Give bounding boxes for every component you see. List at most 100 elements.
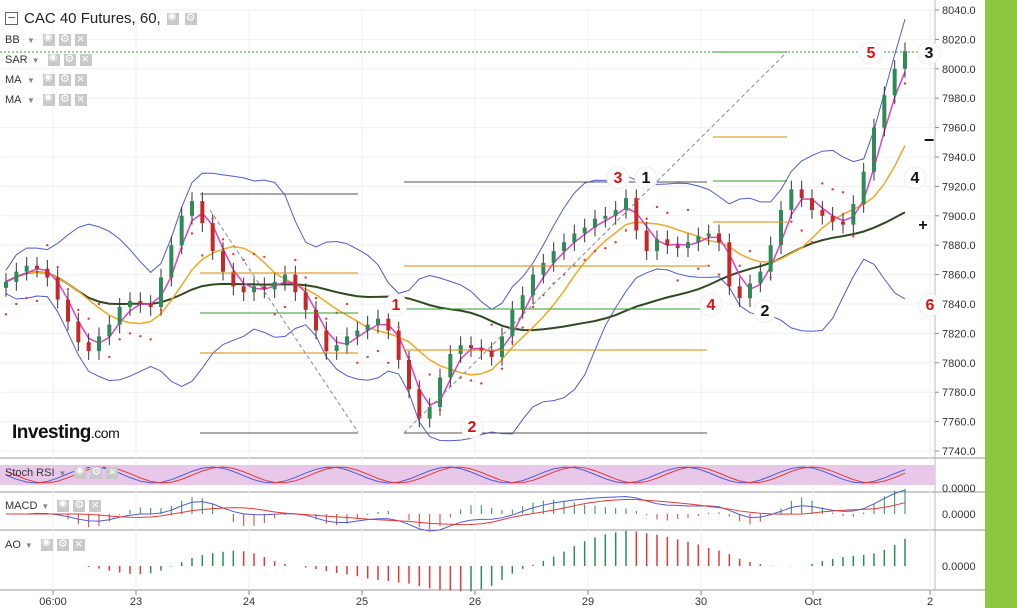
candle-body xyxy=(241,286,246,293)
close-icon[interactable] xyxy=(74,31,87,46)
price-tick-label: 7820.0 xyxy=(942,328,976,340)
price-tick-label: 7740.0 xyxy=(942,446,976,458)
investing-logo: Investing.com xyxy=(12,422,120,443)
sar-dot xyxy=(903,82,907,85)
candle-body xyxy=(706,233,711,237)
visibility-icon[interactable] xyxy=(57,498,70,512)
indicator-row-sar[interactable]: SAR ▼ xyxy=(5,51,92,68)
price-tick-label: 7760.0 xyxy=(942,417,976,429)
candle-body xyxy=(624,198,628,210)
sar-dot xyxy=(635,196,638,200)
close-icon[interactable] xyxy=(106,464,119,479)
visibility-icon[interactable] xyxy=(42,72,55,86)
indicator-row-ma[interactable]: MA ▼ xyxy=(5,71,87,88)
pivot-label-red: 1 xyxy=(392,297,401,314)
sar-dot xyxy=(139,335,142,338)
chevron-down-icon[interactable]: ▼ xyxy=(31,55,40,65)
sar-dot xyxy=(159,308,163,312)
chevron-down-icon[interactable]: ▼ xyxy=(24,540,33,550)
visibility-icon[interactable] xyxy=(42,92,55,106)
chevron-down-icon[interactable]: ▼ xyxy=(41,501,50,511)
settings-icon[interactable] xyxy=(58,92,71,106)
candle-body xyxy=(427,406,432,419)
candle-body xyxy=(407,359,411,390)
visibility-icon[interactable] xyxy=(166,11,179,25)
close-icon[interactable] xyxy=(89,497,102,512)
candle-body xyxy=(4,281,8,288)
visibility-icon[interactable] xyxy=(47,52,60,66)
sar-dot xyxy=(356,361,359,364)
sar-dot xyxy=(604,246,607,250)
pivot-marker xyxy=(917,41,941,65)
sar-dot xyxy=(418,385,421,388)
visibility-icon[interactable] xyxy=(40,537,53,551)
sar-dot xyxy=(511,341,514,344)
sar-dot xyxy=(810,241,814,244)
pivot-label-red: 2 xyxy=(468,419,477,436)
close-icon[interactable] xyxy=(74,91,87,106)
candle-body xyxy=(892,68,897,96)
settings-icon[interactable] xyxy=(90,465,103,479)
sar-dot xyxy=(779,241,783,244)
sar-dot xyxy=(790,220,793,223)
chevron-down-icon[interactable]: ▼ xyxy=(27,35,35,45)
chevron-down-icon[interactable]: ▼ xyxy=(58,468,67,478)
candle-body xyxy=(221,251,225,272)
candle-body xyxy=(448,353,453,378)
candle-body xyxy=(727,242,732,287)
settings-icon[interactable] xyxy=(58,72,71,86)
visibility-icon[interactable] xyxy=(42,32,55,46)
visibility-icon[interactable] xyxy=(74,465,87,479)
collapse-icon[interactable] xyxy=(5,12,18,25)
ao-label-row[interactable]: AO ▼ xyxy=(5,536,85,551)
close-icon[interactable] xyxy=(72,536,85,551)
time-tick-label: 30 xyxy=(695,596,707,608)
sar-dot xyxy=(769,276,772,279)
settings-icon[interactable] xyxy=(56,537,69,551)
stoch-rsi-label-row[interactable]: Stoch RSI ▼ xyxy=(5,464,119,479)
right-accent-bar xyxy=(985,0,1017,608)
close-icon[interactable] xyxy=(79,51,92,66)
pivot-label-black: 3 xyxy=(925,45,934,62)
sar-dot xyxy=(325,317,328,320)
pivot-marker xyxy=(460,415,484,439)
pivot-label-red: 6 xyxy=(926,297,935,314)
indicator-row-ma-2[interactable]: MA ▼ xyxy=(5,91,87,108)
sar-dot xyxy=(77,308,80,312)
pivot-marker xyxy=(634,166,658,190)
settings-icon[interactable] xyxy=(63,52,76,66)
sar-dot xyxy=(190,232,194,235)
sar-dot xyxy=(294,258,297,262)
candle-body xyxy=(820,209,825,216)
chart-title-row: CAC 40 Futures, 60, xyxy=(5,10,197,27)
macd-label-row[interactable]: MACD ▼ xyxy=(5,497,102,512)
candle-body xyxy=(768,245,773,272)
sar-dot xyxy=(221,238,225,241)
sar-dot xyxy=(387,361,390,364)
candle-body xyxy=(789,189,794,210)
sar-dot xyxy=(645,217,648,220)
candle-body xyxy=(97,336,101,352)
sar-dot xyxy=(56,266,59,269)
sar-dot xyxy=(283,305,287,309)
candle-body xyxy=(334,345,339,352)
sar-dot xyxy=(252,252,256,256)
sar-dot xyxy=(397,326,400,329)
indicator-row-bb[interactable]: BB ▼ xyxy=(5,31,87,48)
time-tick-label: 23 xyxy=(130,596,142,608)
sar-dot xyxy=(841,191,845,194)
candle-body xyxy=(872,127,876,172)
settings-icon[interactable] xyxy=(184,11,197,25)
candle-body xyxy=(66,299,70,322)
sar-dot xyxy=(872,158,876,162)
close-icon[interactable] xyxy=(74,71,87,86)
candle-body xyxy=(665,239,670,246)
chevron-down-icon[interactable]: ▼ xyxy=(27,75,35,85)
settings-icon[interactable] xyxy=(73,498,86,512)
chevron-down-icon[interactable]: ▼ xyxy=(27,95,35,105)
time-tick-label: 26 xyxy=(469,596,481,608)
sar-dot xyxy=(800,229,803,232)
settings-icon[interactable] xyxy=(58,32,71,46)
sar-dot xyxy=(87,317,90,320)
